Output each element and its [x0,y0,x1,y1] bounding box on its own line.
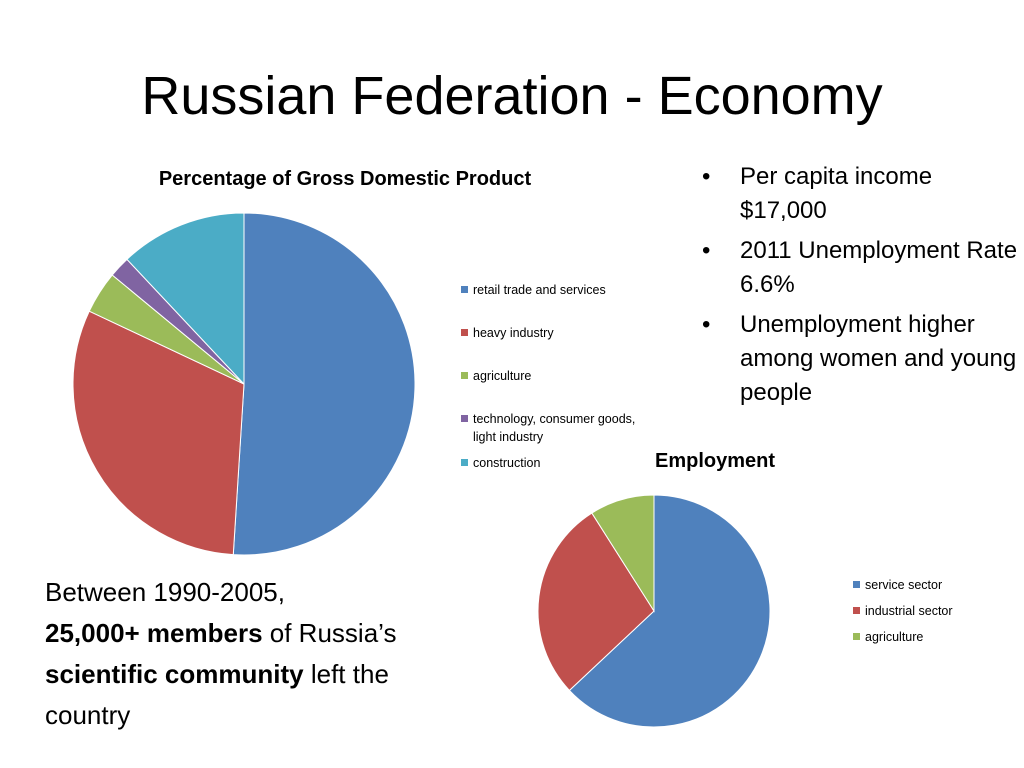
legend-label: retail trade and services [473,283,606,297]
bullet-item: • Per capita income $17,000 [700,160,1020,228]
legend-label: heavy industry [473,326,554,340]
bullet-icon: • [702,311,711,338]
gdp-slice-construction [126,212,245,386]
gdp-legend: retail trade and services heavy industry… [461,281,661,497]
gdp-slice-heavy-industry [72,310,245,556]
employment-slice-agriculture [591,494,655,613]
bullet-text: 2011 Unemployment Rate 6.6% [740,237,1018,298]
legend-label: construction [473,456,541,470]
employment-chart-title: Employment [654,450,776,472]
note-text: Between 1990-2005, [45,577,285,607]
bullet-item: • Unemployment higher among women and you… [700,308,1020,410]
gdp-legend-item: construction [461,454,661,472]
legend-swatch [461,286,468,293]
employment-slice-service-sector [568,494,771,728]
employment-slice-industrial-sector [537,512,655,692]
legend-swatch [853,633,860,640]
bullet-text: Per capita income $17,000 [740,163,933,224]
note-text: left the country [45,659,389,730]
note-bold-community: scientific community [45,659,304,689]
bullet-icon: • [702,163,711,190]
economy-bullets: • Per capita income $17,000 • 2011 Unemplo… [700,160,1020,416]
legend-swatch [461,329,468,336]
legend-label: technology, consumer goods, light indust… [473,412,636,444]
gdp-chart-title: Percentage of Gross Domestic Product [158,168,532,190]
legend-swatch [853,607,860,614]
legend-swatch [461,415,468,422]
legend-swatch [461,459,468,466]
note-bold-members: 25,000+ members [45,618,263,648]
employment-legend-item: service sector [853,576,1013,594]
gdp-legend-item: agriculture [461,367,661,385]
gdp-pie-chart [72,212,416,556]
employment-legend: service sector industrial sector agricul… [853,576,1013,654]
employment-legend-item: industrial sector [853,602,1013,620]
legend-swatch [461,372,468,379]
legend-label: service sector [865,578,943,592]
employment-legend-item: agriculture [853,628,1013,646]
gdp-legend-item: technology, consumer goods, light indust… [461,410,661,446]
gdp-slice-retail-trade-and-services [232,212,416,556]
employment-pie-chart [537,494,771,728]
scientific-community-note: Between 1990-2005, 25,000+ members of Ru… [45,572,465,736]
bullet-text: Unemployment higher among women and youn… [740,311,1017,406]
bullet-icon: • [702,237,711,264]
legend-label: industrial sector [865,604,953,618]
bullet-item: • 2011 Unemployment Rate 6.6% [700,234,1020,302]
legend-swatch [853,581,860,588]
legend-label: agriculture [473,369,532,383]
gdp-legend-item: heavy industry [461,324,661,342]
gdp-legend-item: retail trade and services [461,281,661,299]
legend-label: agriculture [865,630,924,644]
note-text: of Russia’s [262,618,397,648]
slide-title: Russian Federation - Economy [141,66,883,126]
